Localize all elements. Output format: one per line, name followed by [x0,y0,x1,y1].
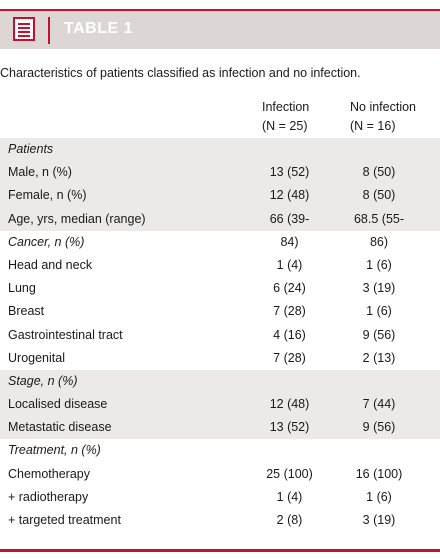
no-infection-value: 68.5 (55-86) [353,211,405,249]
row-label: Male, n (%) [8,165,72,180]
row-label: Head and neck [8,257,93,272]
no-infection-value: 1 (6) [366,489,392,504]
row-label: Lung [8,281,36,296]
no-infection-value: 9 (56) [362,420,396,435]
section-row: Patients [0,138,440,162]
no-infection-value: 9 (56) [362,327,396,342]
infection-value: 66 (39-84) [269,211,310,249]
bottom-rule [0,549,440,552]
table-row: Lung 6 (24) 3 (19) [0,277,440,300]
column-header-no-infection: No infection (N = 16) [350,98,416,136]
row-label: Female, n (%) [8,188,87,203]
table-row: Metastatic disease 13 (52) 9 (56) [0,416,440,440]
no-infection-value: 8 (50) [362,188,396,203]
column-name: Infection [262,100,310,114]
table-body: Patients Male, n (%) 13 (52) 8 (50) Female, … [0,138,440,532]
row-label: Urogenital [8,350,65,365]
no-infection-value: 1 (6) [366,257,392,272]
table-header-bar: TABLE 1 [0,11,440,49]
table-row: + radiotherapy 1 (4) 1 (6) [0,486,440,509]
infection-value: 1 (4) [276,489,303,504]
infection-value: 6 (24) [273,281,306,296]
table-caption: Characteristics of patients classified a… [0,66,361,80]
infection-value: 25 (100) [266,466,313,481]
infection-value: 7 (28) [273,350,306,365]
column-n: (N = 16) [350,119,396,133]
no-infection-value: 1 (6) [366,304,392,319]
no-infection-value: 3 (19) [362,281,396,296]
table-row: Localised disease 12 (48) 7 (44) [0,393,440,417]
infection-value: 1 (4) [276,257,303,272]
row-label: Localised disease [8,397,108,412]
column-n: (N = 25) [262,119,308,133]
row-label: + radiotherapy [8,489,89,504]
header-divider [48,17,50,44]
section-row: Cancer, n (%) [0,231,440,254]
no-infection-value: 16 (100) [355,466,403,481]
no-infection-value: 7 (44) [362,397,396,412]
infection-value: 4 (16) [273,327,306,342]
row-label: Breast [8,304,45,319]
row-label: Age, yrs, median (range) [8,211,146,226]
row-label: Chemotherapy [8,466,90,481]
infection-value: 2 (8) [276,513,303,527]
table-row: Head and neck 1 (4) 1 (6) [0,254,440,277]
section-label: Treatment, n (%) [8,443,101,458]
infection-value: 13 (52) [269,420,310,435]
row-label: Metastatic disease [8,420,112,435]
column-header-infection: Infection (N = 25) [262,98,309,136]
no-infection-value: 8 (50) [362,165,396,180]
section-row: Stage, n (%) [0,369,440,394]
infection-value: 12 (48) [269,188,310,203]
table-row: Gastrointestinal tract 4 (16) 9 (56) [0,324,440,347]
table-icon [13,17,35,41]
table-row: Urogenital 7 (28) 2 (13) [0,347,440,370]
table-title: TABLE 1 [64,20,133,37]
section-label: Cancer, n (%) [8,234,85,249]
table-row: Male, n (%) 13 (52) 8 (50) [0,161,440,185]
infection-value: 7 (28) [273,304,306,319]
no-infection-value: 3 (19) [362,513,396,527]
row-label: + targeted treatment [8,513,121,527]
table-row: Chemotherapy 25 (100) 16 (100) [0,463,440,486]
table-row: Age, yrs, median (range) 66 (39-84) 68.5 (… [0,207,440,249]
row-label: Gastrointestinal tract [8,327,123,342]
infection-value: 12 (48) [269,397,310,412]
no-infection-value: 2 (13) [362,350,396,365]
table-row: Breast 7 (28) 1 (6) [0,300,440,323]
infection-value: 13 (52) [269,165,310,180]
top-rule [0,9,440,11]
section-label: Stage, n (%) [8,373,78,388]
section-label: Patients [8,142,54,156]
section-row: Treatment, n (%) [0,439,440,462]
column-name: No infection [350,100,417,114]
table-row: Female, n (%) 12 (48) 8 (50) [0,184,440,208]
table-row: + targeted treatment 2 (8) 3 (19) [0,509,440,532]
